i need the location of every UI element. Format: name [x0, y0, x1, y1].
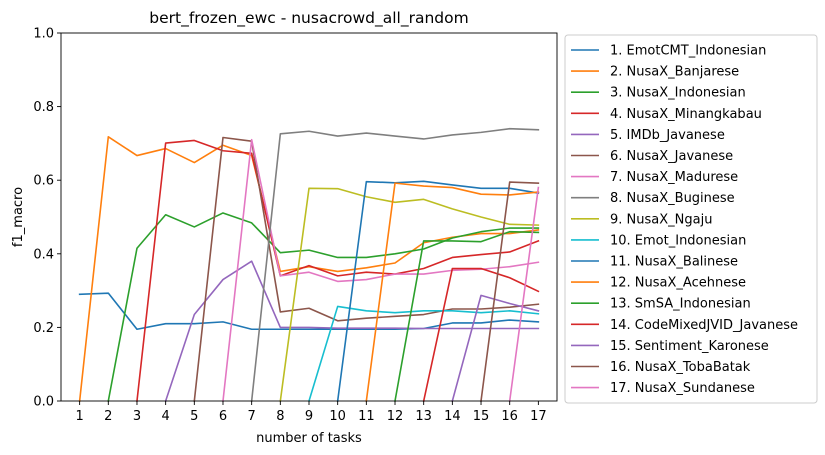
series-line-10	[308, 305, 540, 402]
x-axis-label: number of tasks	[256, 431, 362, 446]
y-axis-label: f1_macro	[11, 187, 26, 247]
legend-entry-5: 5. IMDb_Javanese	[571, 128, 725, 143]
x-tick-label: 2	[104, 409, 112, 424]
legend-label: 16. NusaX_TobaBatak	[610, 360, 751, 375]
legend-entry-14: 14. CodeMixedJVID_Javanese	[571, 318, 798, 333]
legend-label: 11. NusaX_Balinese	[610, 255, 738, 270]
legend-label: 5. IMDb_Javanese	[610, 128, 725, 143]
legend-label: 15. Sentiment_Karonese	[610, 339, 769, 354]
legend-entry-13: 13. SmSA_Indonesian	[571, 297, 751, 312]
series-line-12	[365, 182, 540, 402]
legend-entry-17: 17. NusaX_Sundanese	[571, 381, 755, 396]
legend-label: 8. NusaX_Buginese	[610, 191, 735, 206]
x-tick-label: 6	[219, 409, 227, 424]
legend: 1. EmotCMT_Indonesian 2. NusaX_Banjarese 3…	[564, 34, 818, 404]
series-line-11	[336, 180, 540, 402]
series-line-1	[78, 292, 540, 331]
series-line-5	[164, 260, 540, 403]
x-tick-label: 5	[190, 409, 198, 424]
chart-title: bert_frozen_ewc - nusacrowd_all_random	[149, 9, 468, 28]
legend-entry-16: 16. NusaX_TobaBatak	[571, 360, 751, 375]
series-line-7	[222, 138, 540, 402]
x-tick-label: 9	[305, 409, 313, 424]
series-lines	[78, 127, 540, 403]
y-tick-label: 0.0	[33, 395, 54, 410]
legend-entry-8: 8. NusaX_Buginese	[571, 191, 735, 206]
legend-entry-10: 10. Emot_Indonesian	[571, 233, 746, 248]
y-tick-label: 0.6	[33, 174, 54, 189]
legend-box	[564, 34, 818, 404]
series-line-4	[136, 139, 540, 402]
x-tick-label: 1	[75, 409, 83, 424]
legend-entry-15: 15. Sentiment_Karonese	[571, 339, 769, 354]
legend-label: 6. NusaX_Javanese	[610, 149, 733, 164]
x-tick-label: 14	[444, 409, 461, 424]
legend-label: 2. NusaX_Banjarese	[610, 65, 739, 80]
legend-entry-9: 9. NusaX_Ngaju	[571, 212, 712, 227]
y-tick-label: 0.2	[33, 321, 54, 336]
legend-label: 10. Emot_Indonesian	[610, 233, 746, 248]
y-tick-label: 0.8	[33, 100, 54, 115]
legend-entry-2: 2. NusaX_Banjarese	[571, 65, 739, 80]
y-tick-label: 1.0	[33, 27, 54, 42]
legend-entry-7: 7. NusaX_Madurese	[571, 170, 738, 185]
x-tick-label: 11	[358, 409, 375, 424]
x-tick-label: 8	[276, 409, 284, 424]
legend-entry-1: 1. EmotCMT_Indonesian	[571, 44, 766, 59]
series-line-3	[107, 212, 540, 402]
x-tick-label: 15	[473, 409, 490, 424]
series-line-15	[451, 294, 540, 402]
axes: 1 2 3 4 5 6 7 8 9 10 11 12 13 14 15 16 170.00.20.40.60.8…	[33, 27, 558, 424]
series-line-8	[250, 127, 540, 402]
series-line-17	[508, 186, 540, 402]
x-tick-label: 10	[329, 409, 346, 424]
legend-entry-12: 12. NusaX_Acehnese	[571, 276, 746, 291]
x-tick-label: 13	[415, 409, 432, 424]
legend-entry-3: 3. NusaX_Indonesian	[571, 86, 746, 101]
x-tick-label: 12	[387, 409, 404, 424]
x-tick-label: 7	[248, 409, 256, 424]
legend-label: 4. NusaX_Minangkabau	[610, 107, 762, 122]
series-line-14	[422, 267, 540, 402]
legend-entry-4: 4. NusaX_Minangkabau	[571, 107, 762, 122]
y-tick-label: 0.4	[33, 247, 54, 262]
legend-label: 13. SmSA_Indonesian	[610, 297, 751, 312]
x-tick-label: 3	[133, 409, 141, 424]
legend-entry-11: 11. NusaX_Balinese	[571, 255, 738, 270]
legend-label: 12. NusaX_Acehnese	[610, 276, 746, 291]
series-line-13	[394, 230, 540, 402]
x-tick-label: 16	[501, 409, 518, 424]
legend-label: 7. NusaX_Madurese	[610, 170, 738, 185]
legend-label: 1. EmotCMT_Indonesian	[610, 44, 766, 59]
x-tick-label: 17	[530, 409, 547, 424]
series-line-16	[480, 181, 540, 402]
legend-label: 17. NusaX_Sundanese	[610, 381, 755, 396]
legend-label: 14. CodeMixedJVID_Javanese	[610, 318, 798, 333]
legend-entry-6: 6. NusaX_Javanese	[571, 149, 733, 164]
series-line-9	[279, 187, 540, 402]
legend-label: 9. NusaX_Ngaju	[610, 212, 712, 227]
legend-label: 3. NusaX_Indonesian	[610, 86, 746, 101]
x-tick-label: 4	[162, 409, 170, 424]
